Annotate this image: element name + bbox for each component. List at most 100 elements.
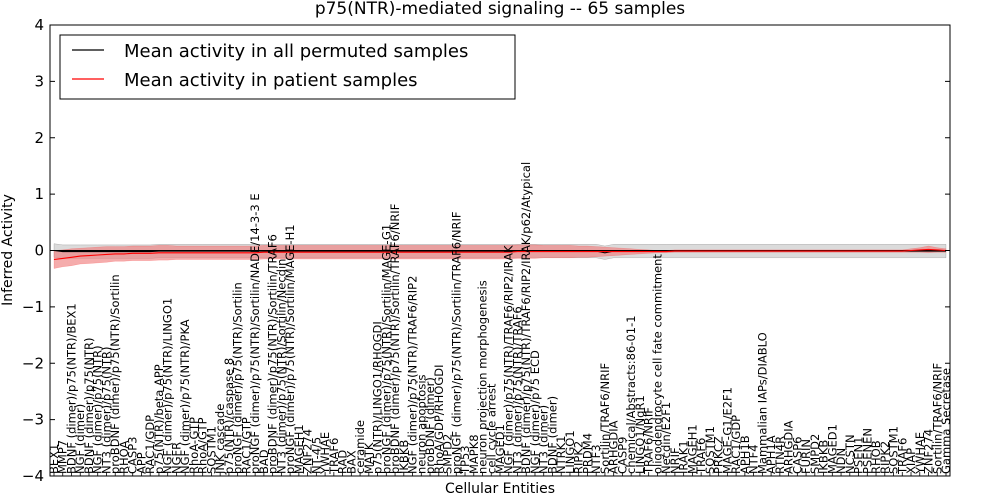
x-tick-label: RhoA-GTP — [187, 417, 201, 474]
y-tick-label: −4 — [22, 467, 44, 485]
x-tick-label: MAGED1 — [825, 424, 839, 474]
plot-frame — [49, 24, 951, 477]
x-tick-label: NGFR — [169, 442, 183, 474]
x-tick-label: ARHGDIA — [607, 420, 621, 474]
x-tick-label: NCSTN — [843, 434, 857, 474]
x-tick-label: NT3 (dimer)/p75(NTR)/TRAF6 — [511, 306, 525, 474]
x-tick-label: NT3 (dimer)/p75(NTR) — [100, 347, 114, 474]
x-tick-label: neuron projection morphogenesis — [476, 280, 490, 474]
chart-title: p75(NTR)-mediated signaling -- 65 sample… — [315, 0, 685, 19]
x-tick-label: BDNF (dimer) — [546, 396, 560, 474]
x-tick-label: APP — [135, 452, 149, 474]
x-axis-label: Cellular Entities — [445, 481, 555, 497]
x-tick-label: proBDNF (dimer) — [423, 377, 437, 474]
x-tick-label: Sortilin/TRAF6/NRIF — [598, 363, 612, 474]
x-tick-label: NT3 (dimer)/p75(NTR)/Sortilin/Necdin — [274, 259, 288, 474]
y-tick-label: 1 — [34, 185, 44, 203]
x-tick-label: proBDNF (dimer)/p75(NTR)/Sortilin/TRAF6 — [266, 234, 280, 474]
x-tick-label: TRAF6 — [327, 438, 341, 475]
x-tick-label: FURIN — [799, 439, 813, 474]
x-tick-label: Gamma Secretase — [939, 368, 953, 474]
x-tick-label: MAGEH1 — [292, 424, 306, 474]
x-tick-label: NTF4 — [747, 444, 761, 474]
x-tick-label: BDNF (dimer)/p75(NTR)/BEX1 — [65, 303, 79, 474]
y-tick-label: −1 — [22, 298, 44, 316]
x-tick-label: SQSTM1 — [887, 426, 901, 474]
x-tick-label: NTRK1 — [554, 436, 568, 474]
x-tick-label: BDNF (dimer)/p75(NTR)/TRAF6/RIP2/IRAK/p6… — [519, 162, 533, 474]
x-tick-label: NGF (dimer)/p75(NTR) — [91, 345, 105, 474]
x-tick-label: LINGO1 — [563, 430, 577, 474]
x-tick-label: NRIF — [668, 447, 682, 474]
x-tick-label: SQSTM1 — [204, 426, 218, 474]
x-tick-label: CASP3 — [126, 437, 140, 474]
x-tick-label: proBDNF (dimer)/p75(NTR)/Sortilin — [108, 274, 122, 474]
x-tick-label: NGF (dimer) — [73, 404, 87, 474]
plot-area — [50, 243, 950, 269]
x-tick-label: TRAF6 — [694, 438, 708, 475]
x-tick-label: NGF (dimer)/p75(NTR)/TRAF6/RIP2/IRAK — [502, 245, 516, 474]
x-tick-label: proNGF (dimer)/p75(NTR)/Sortilin — [231, 282, 245, 474]
y-tick-label: 4 — [34, 16, 44, 34]
x-tick-label: NGF (dimer)/p75(NTR)/LINGO1 — [161, 298, 175, 474]
x-tick-label: NGF (dimer)/p75(NTR)/PKA — [178, 319, 192, 474]
x-tick-label: TRAF6/NRIF — [642, 407, 656, 475]
x-tick-label: MATK — [362, 442, 376, 474]
x-tick-label: NT-4/5 — [309, 437, 323, 474]
x-tick-label: TRAF6 — [895, 438, 909, 475]
legend-label-patient: Mean activity in patient samples — [124, 70, 418, 91]
x-tick-label: RAC1/GDP — [143, 415, 157, 474]
x-tick-label: PRDM4 — [581, 433, 595, 474]
x-tick-label: LINGO1/NgR1 — [633, 395, 647, 474]
x-tick-label: APH1A — [764, 435, 778, 474]
x-tick-label: p75(NTR)/LINGO1/RHOGDI — [371, 321, 385, 474]
x-tick-label: SQSTM1 — [703, 426, 717, 474]
x-tick-label: RIPK2 — [572, 441, 586, 474]
x-tick-label: oligodendrocyte cell fate commitment — [650, 254, 664, 474]
x-tick-label: proNGF (dimer)/p75(NTR)/Sortilin/NADE/14… — [248, 193, 262, 474]
x-tick-label: RhoA/GDP/RHOGDI — [432, 365, 446, 474]
series-line-patient — [53, 248, 947, 261]
y-tick-label: 2 — [34, 129, 44, 147]
x-tick-label: ZNF274 — [922, 429, 936, 474]
x-tick-label: NT3 (dimer) — [537, 405, 551, 474]
x-tick-label: proNGF (dimer)/p75(NTR)/Sortilin/MAGE-H1 — [283, 224, 297, 474]
x-tick-label: JNK cascade — [213, 404, 227, 475]
x-tick-label: SMPD2 — [808, 434, 822, 474]
x-tick-label: PSENEN — [860, 428, 874, 474]
x-tick-label: PSEN1 — [852, 437, 866, 474]
y-tick-label: 3 — [34, 72, 44, 90]
x-tick-label: Sortilin/TRAF6/NRIF — [930, 363, 944, 474]
x-tick-label: YWHAE — [913, 432, 927, 475]
x-tick-label: NGF (dimer)/p75 ECD — [528, 350, 542, 474]
x-tick-label: BDNF (dimer)/p75(NTR) — [82, 338, 96, 475]
x-tick-label: ZNF274 — [301, 429, 315, 474]
x-tick-label: YWHAE — [318, 432, 332, 475]
x-tick-label: NGF (dimer)/p75(NTR)/TRAF6/RIP2 — [406, 276, 420, 474]
y-axis-label: Inferred Activity — [0, 194, 16, 306]
legend: Mean activity in all permuted samples Me… — [59, 34, 516, 100]
x-tick-label: MAGE-G1/E2F1 — [720, 387, 734, 474]
x-tick-label: CASP6 — [790, 437, 804, 474]
x-tick-label: MMP7 — [56, 440, 70, 474]
x-tick-label: ARHGDIA — [782, 420, 796, 474]
x-tick-label: chemical/Abstracts:86-01-1 — [624, 315, 638, 474]
x-tick-label: RAD — [336, 450, 350, 474]
x-tick-label: BAD — [257, 449, 271, 474]
x-tick-label: cell cycle arrest — [484, 383, 498, 474]
x-tick-label: IKBKB — [817, 440, 831, 474]
x-tick-label: Necdin/E2F1 — [659, 402, 673, 474]
x-tick-label: XIAP — [904, 448, 918, 474]
x-tick-label: BAX — [344, 450, 358, 474]
x-tick-label: APH1B — [738, 435, 752, 474]
x-tick-label: NDN — [834, 448, 848, 474]
x-tick-label: TP53 — [458, 445, 472, 475]
x-tick-label: proBDNF (dimer)/p75(NTR)/Sortilin/TRAF6/… — [388, 204, 402, 474]
x-tick-label: RAC1/GTP — [239, 417, 253, 474]
x-tick-label: Mammalian IAPs/DIABLO — [755, 332, 769, 474]
x-tick-label: p75(NTR)/caspase 8 — [222, 358, 236, 474]
x-tick-label: RHOA — [117, 441, 131, 474]
x-tick-label: MAGED1 — [493, 424, 507, 474]
